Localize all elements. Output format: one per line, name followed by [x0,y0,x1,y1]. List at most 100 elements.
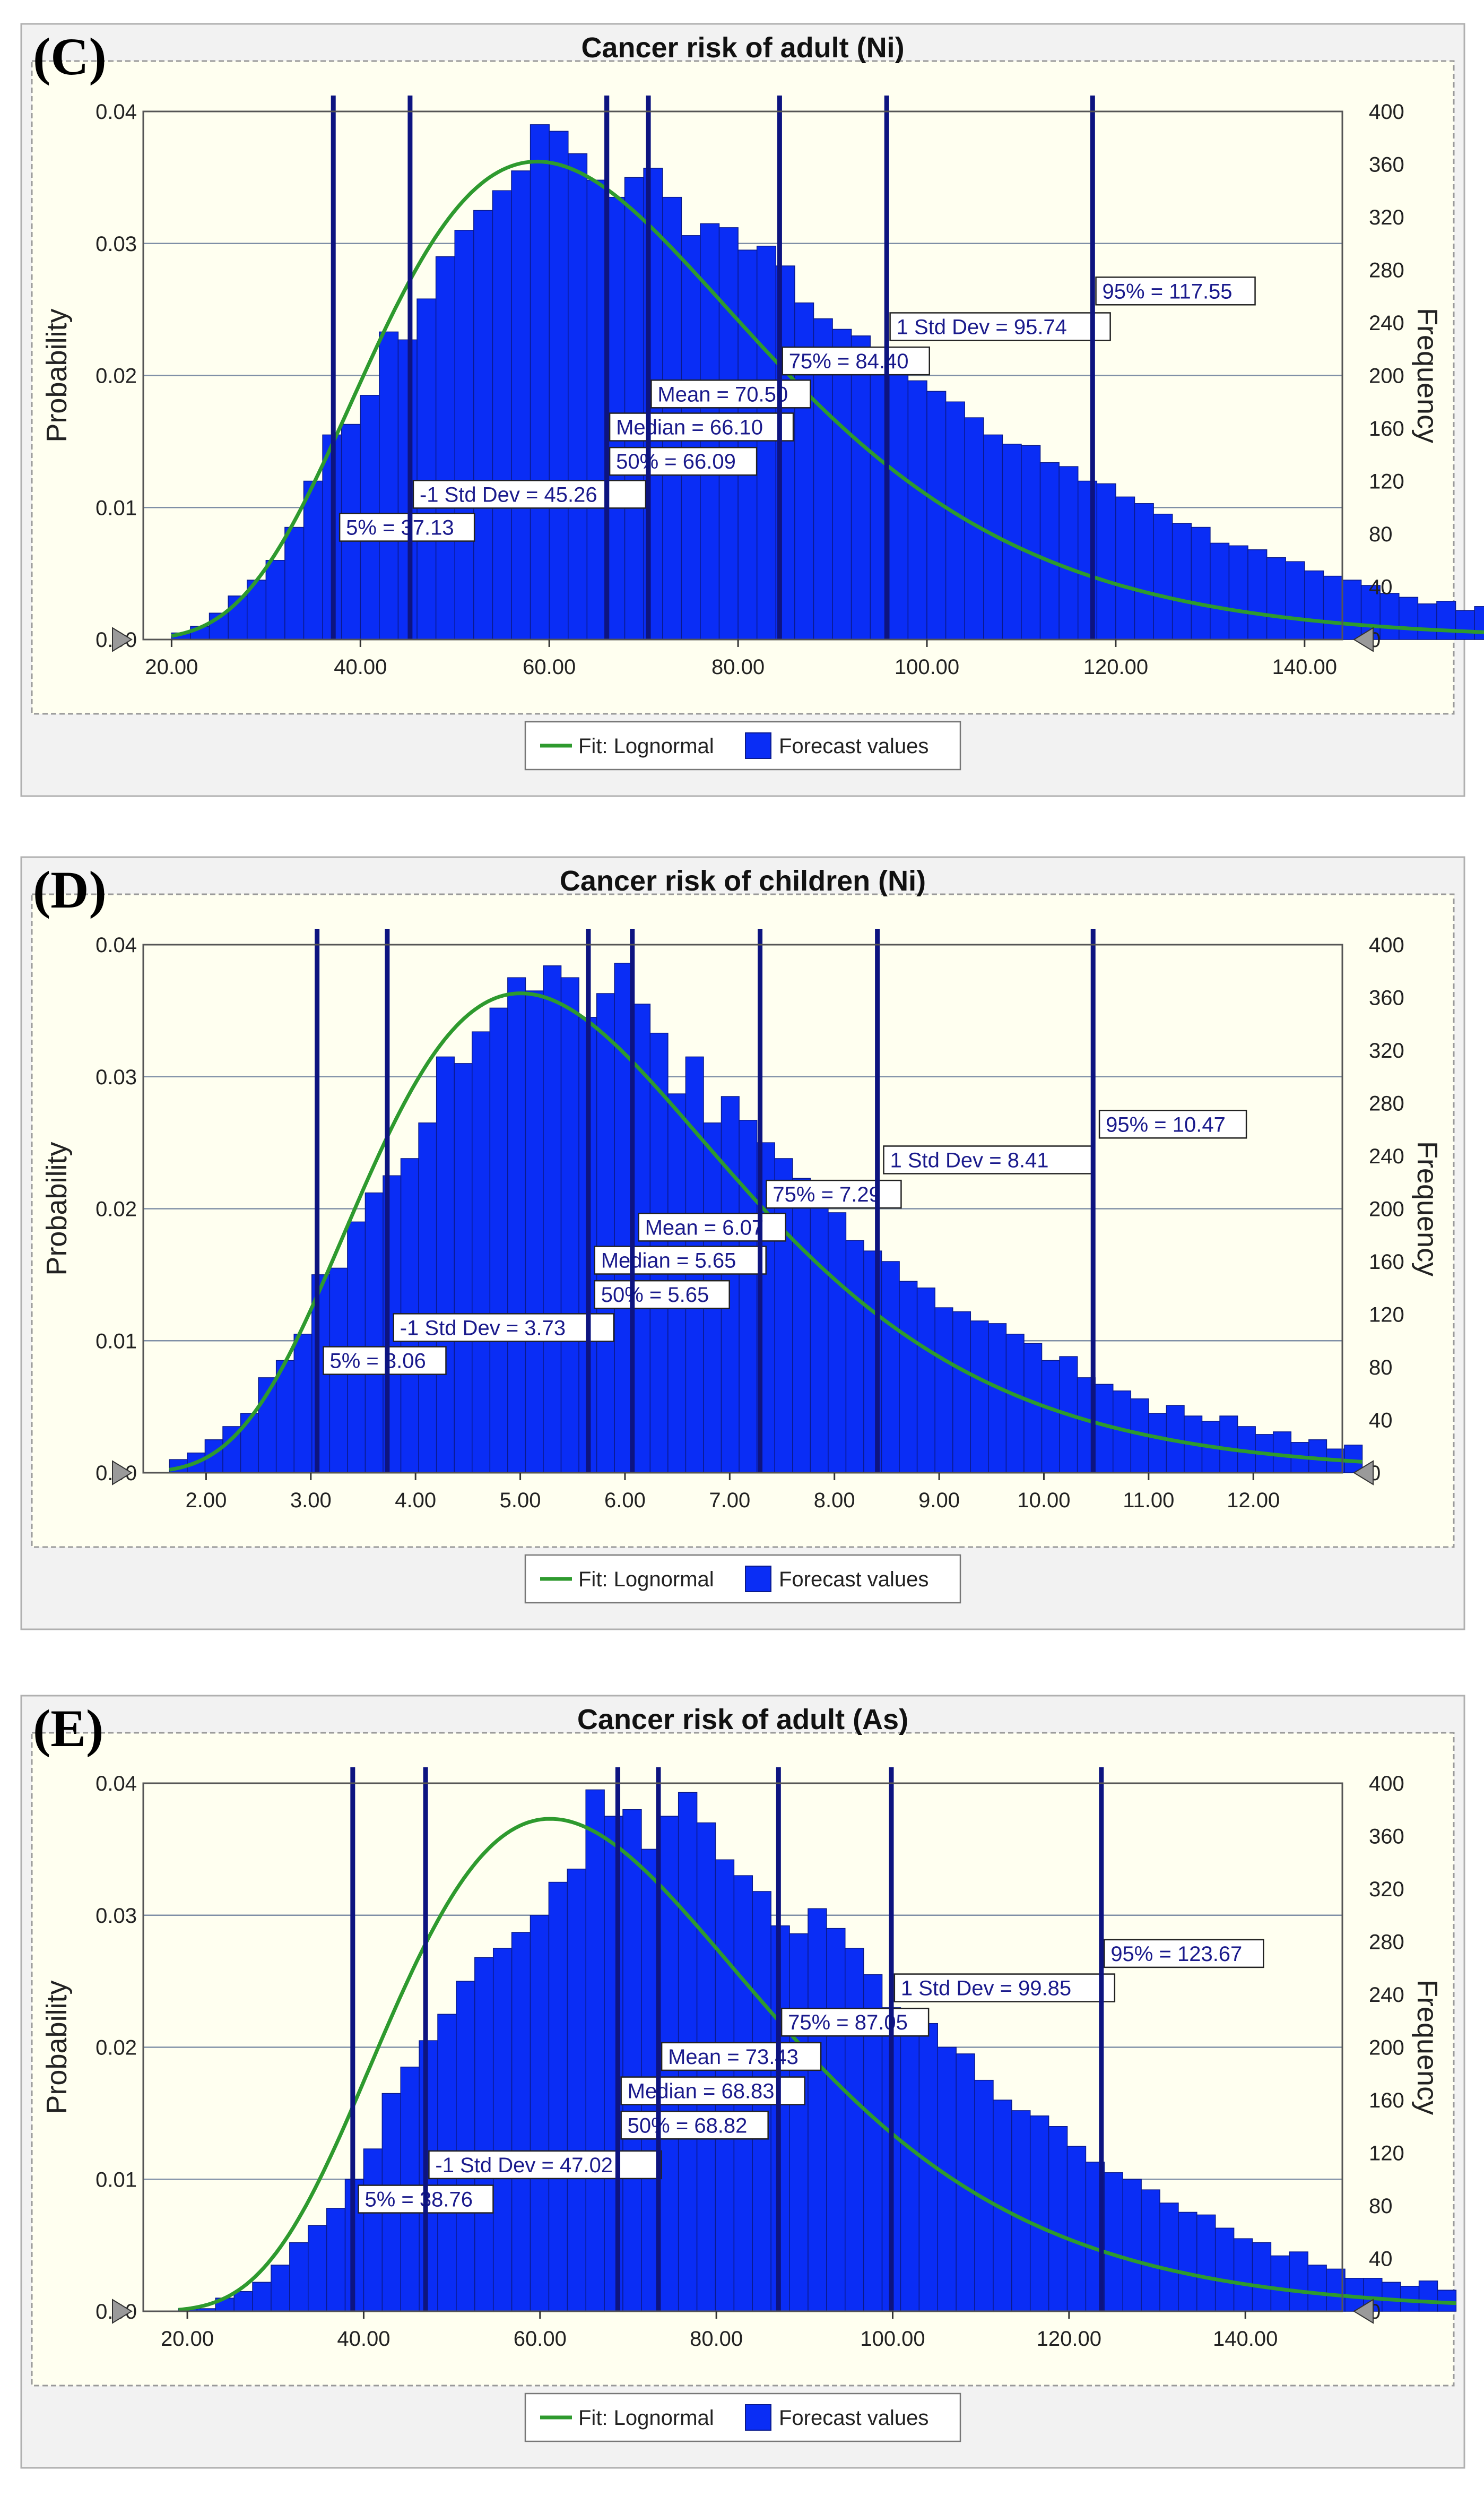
y2-tick-label: 200 [1369,2036,1404,2060]
histogram-bar [1266,557,1286,640]
histogram-bar [586,179,606,640]
legend-bars-label: Forecast values [779,1568,928,1591]
histogram-bar [907,380,927,640]
histogram-bar [622,1809,642,2312]
chart-legend: Fit: Lognormal Forecast values [524,1554,961,1604]
stat-label-box [1095,277,1256,306]
chart-panel-e: Cancer risk of adult (As) (E) 5% = 38.76 -1… [0,1672,1484,2489]
histogram-bar [525,990,544,1473]
stat-label: 50% = 66.09 [616,450,736,473]
lognormal-fit-line [171,159,1484,638]
y-tick-label: 0.03 [96,232,137,256]
chart-d-svg: Cancer risk of children (Ni) (D) 5% = 3.06… [20,856,1465,1630]
y2-tick-label: 360 [1369,153,1404,177]
histogram-bar [1252,2242,1272,2312]
histogram-bar [303,480,323,640]
x-tick-label: 120.00 [1037,2327,1101,2351]
histogram-bar [275,1360,294,1473]
histogram-bar [988,1323,1007,1473]
stat-label: 75% = 84.40 [789,350,909,373]
legend-box [524,2392,961,2442]
y-axis-title: Probability [41,1142,73,1275]
histogram-bar [1159,2202,1179,2312]
histogram-bar [568,153,588,640]
legend-fit-label: Fit: Lognormal [578,2406,714,2430]
x-tick-label: 10.00 [1017,1489,1070,1512]
right-slider-handle[interactable] [1353,627,1374,652]
y2-axis-title: Frequency [1411,1980,1443,2115]
y-tick-label: 0.02 [96,2036,137,2060]
x-tick-label: 60.00 [523,655,576,679]
histogram-bar [1134,503,1154,640]
histogram-bar [473,210,493,640]
histogram-bar [1005,1334,1025,1473]
histogram-bar [983,434,1003,640]
y2-tick-label: 160 [1369,417,1404,440]
histogram-bar [845,1948,864,2312]
stat-label-box [609,412,794,442]
stat-label: 95% = 117.55 [1103,280,1233,303]
legend-fit-label: Fit: Lognormal [578,735,714,758]
y2-tick-label: 240 [1369,312,1404,335]
histogram-bar [1023,1343,1043,1473]
y-tick-label: 0.04 [96,100,137,124]
histogram-bar [828,1212,847,1473]
histogram-bar [365,1192,384,1473]
histogram-bar [1048,2126,1068,2312]
x-tick-label: 20.00 [161,2327,214,2351]
y2-axis-title: Frequency [1411,308,1443,443]
x-tick-label: 7.00 [709,1489,750,1512]
y2-tick-label: 400 [1369,1772,1404,1795]
stat-label: -1 Std Dev = 47.02 [435,2154,613,2177]
stat-label: Mean = 70.50 [657,383,788,406]
y2-tick-label: 200 [1369,1198,1404,1221]
right-slider-handle[interactable] [1353,1460,1374,1485]
y2-tick-label: 320 [1369,206,1404,229]
histogram-bar [832,329,852,640]
y2-tick-label: 160 [1369,1250,1404,1274]
x-tick-label: 40.00 [334,655,387,679]
left-slider-handle[interactable] [112,2299,133,2324]
x-tick-label: 100.00 [860,2327,925,2351]
histogram-bar [1153,513,1173,640]
histogram-bar [1382,2282,1401,2312]
legend-fit-label: Fit: Lognormal [578,1568,714,1591]
stat-label: 50% = 68.82 [628,2114,748,2137]
histogram-bar [1399,597,1419,640]
histogram-bar [1011,2110,1031,2312]
histogram-bar [810,1192,829,1473]
panel-label: (D) [33,860,107,919]
y2-tick-label: 120 [1369,2142,1404,2165]
y2-tick-label: 400 [1369,100,1404,124]
histogram-bar [511,1932,531,2312]
stat-label-box [650,379,811,409]
histogram-bar [454,1063,473,1473]
histogram-bar [792,1178,811,1473]
plot-border [142,944,1343,1474]
stat-label-box [393,1313,614,1342]
left-slider-handle[interactable] [112,627,133,652]
y2-tick-label: 280 [1369,259,1404,282]
histogram-bar [614,963,633,1473]
histogram-bar [756,245,777,640]
histogram-bar [889,372,909,640]
right-slider-handle[interactable] [1353,2299,1374,2324]
y-axis-title: Probability [41,1980,73,2114]
histogram-bar [1379,593,1400,640]
left-slider-handle[interactable] [112,1460,133,1485]
histogram-bar [1323,575,1343,640]
histogram-bar [808,1908,827,2312]
histogram-bar [934,1307,953,1473]
histogram-bar [1285,561,1305,640]
histogram-bar [511,170,531,640]
histogram-bar [560,977,579,1473]
histogram-bar [567,1868,586,2312]
histogram-bar [1122,2179,1142,2312]
stat-label: -1 Std Dev = 45.26 [420,483,597,506]
stat-label: 1 Std Dev = 8.41 [890,1148,1048,1172]
stat-label-box [782,346,930,376]
histogram-bar [1115,496,1135,640]
histogram-bar [1039,462,1060,640]
stat-label: 95% = 10.47 [1106,1113,1226,1136]
histogram-bar [916,1288,935,1473]
